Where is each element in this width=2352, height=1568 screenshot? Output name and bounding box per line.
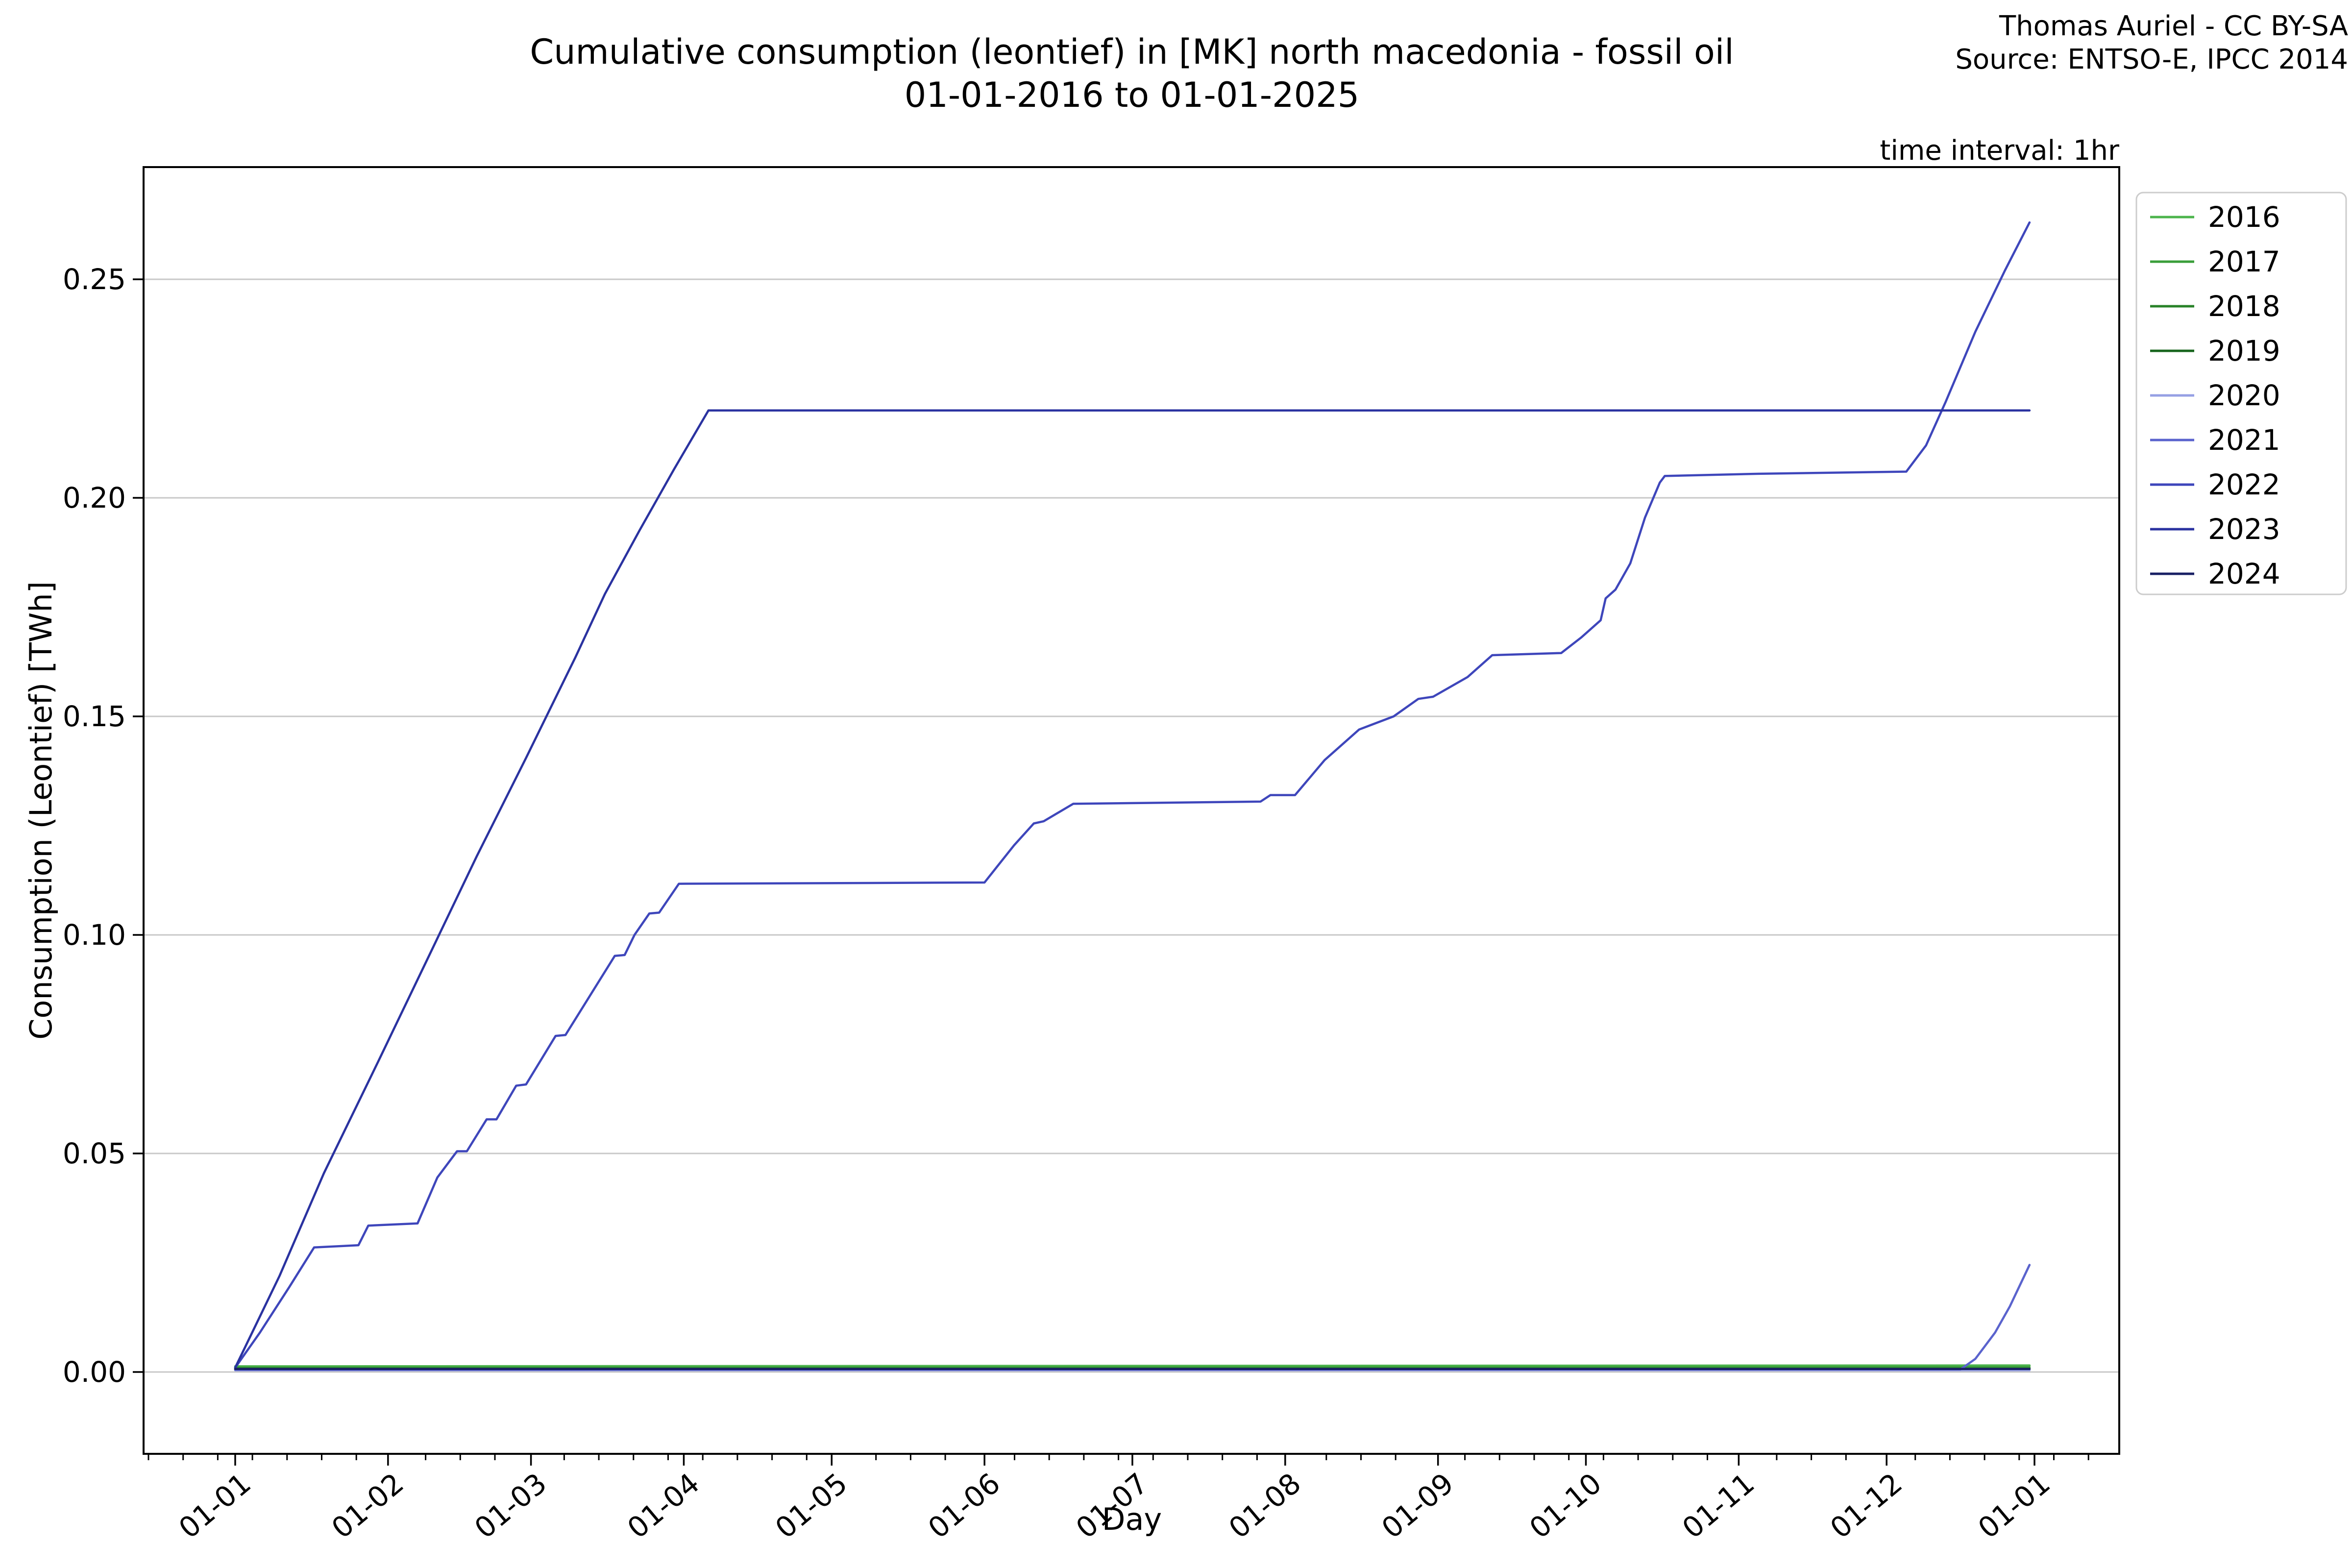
x-tick-label: 01-09 xyxy=(1375,1467,1460,1545)
x-tick-label: 01-10 xyxy=(1523,1467,1608,1545)
gridlines xyxy=(144,278,2119,1373)
series-line-2021 xyxy=(234,1264,2031,1371)
x-tick-label: 01-11 xyxy=(1676,1467,1761,1545)
x-tick-label: 01-04 xyxy=(621,1467,706,1545)
y-tick-label: 0.05 xyxy=(63,1137,126,1170)
legend-label-2022: 2022 xyxy=(2208,468,2280,501)
credit-line1: Thomas Auriel - CC BY-SA xyxy=(1999,10,2348,42)
legend-label-2019: 2019 xyxy=(2208,334,2280,368)
series-line-2022 xyxy=(234,221,2031,1369)
axis-ticks-and-labels: 0.00 0.05 0.10 0.15 0.20 0.25 01-01 01-02 01-03 0… xyxy=(63,263,2089,1545)
x-tick-label: 01-12 xyxy=(1824,1467,1909,1545)
y-tick-label: 0.10 xyxy=(63,918,126,952)
legend-label-2018: 2018 xyxy=(2208,290,2280,323)
series-line-2016 xyxy=(234,1364,2031,1368)
x-tick-label: 01-03 xyxy=(468,1467,553,1545)
axes-frame xyxy=(143,166,2120,1455)
y-tick-label: 0.20 xyxy=(63,481,126,514)
x-tick-label: 01-05 xyxy=(769,1467,854,1545)
y-axis-label: Consumption (Leontief) [TWh] xyxy=(23,581,59,1040)
credit-line2: Source: ENTSO-E, IPCC 2014 xyxy=(1955,44,2348,75)
series-lines xyxy=(234,221,2031,1372)
legend-label-2023: 2023 xyxy=(2208,513,2280,546)
y-tick-label: 0.25 xyxy=(63,263,126,296)
x-tick-label: 01-06 xyxy=(922,1467,1006,1545)
x-tick-label: 01-02 xyxy=(325,1467,410,1545)
legend-label-2017: 2017 xyxy=(2208,245,2280,278)
legend-label-2021: 2021 xyxy=(2208,423,2280,457)
y-tick-label: 0.15 xyxy=(63,700,126,733)
legend: 2016 2017 2018 2019 2020 2021 2022 2023 2024 xyxy=(2135,192,2347,595)
x-tick-label: 01-01 xyxy=(172,1467,257,1545)
x-axis-label: Day xyxy=(1102,1501,1162,1537)
y-tick-label: 0.00 xyxy=(63,1355,126,1389)
chart-title-line2: 01-01-2016 to 01-01-2025 xyxy=(905,75,1359,115)
time-interval-label: time interval: 1hr xyxy=(1880,135,2120,167)
axes-spines xyxy=(143,166,2120,1455)
series-line-2023 xyxy=(234,409,2031,1369)
legend-box xyxy=(2135,192,2347,595)
legend-label-2016: 2016 xyxy=(2208,200,2280,234)
chart-title-line1: Cumulative consumption (leontief) in [MK… xyxy=(530,32,1734,72)
x-tick-label: 01-08 xyxy=(1223,1467,1307,1545)
x-tick-label: 01-01 xyxy=(1972,1467,2057,1545)
legend-label-2020: 2020 xyxy=(2208,379,2280,412)
static-texts: Cumulative consumption (leontief) in [MK… xyxy=(23,10,2348,1537)
legend-label-2024: 2024 xyxy=(2208,557,2280,590)
